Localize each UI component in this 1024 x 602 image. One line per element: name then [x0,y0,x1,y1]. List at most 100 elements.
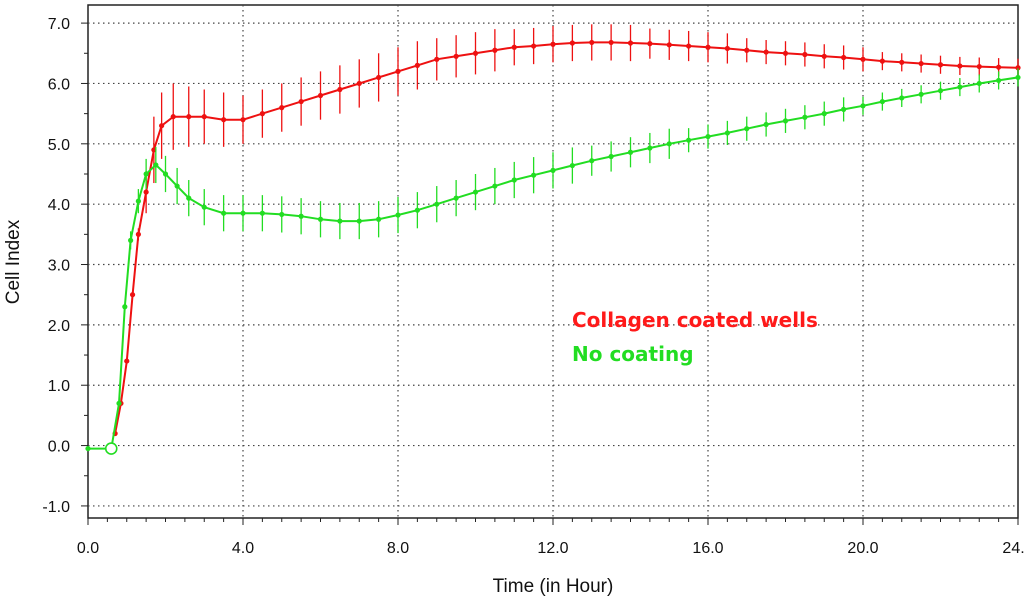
data-point [135,231,141,237]
data-point [159,123,165,129]
x-tick-label: 8.0 [387,540,409,557]
data-point [1015,65,1021,71]
data-point [569,40,575,46]
data-point [317,216,324,222]
data-point [85,445,91,452]
x-tick-label: 24.0 [1002,540,1024,557]
data-point [174,183,180,189]
data-point [453,53,459,59]
x-tick-label: 0.0 [77,540,99,557]
series-layer [85,24,1021,455]
data-point [879,98,885,105]
data-point [395,212,401,218]
data-point [802,51,808,58]
data-point [937,62,944,68]
start-marker [104,442,118,455]
data-point [899,59,905,65]
data-point [744,47,750,53]
data-point [122,304,128,310]
data-point [744,126,750,132]
data-point [356,80,362,87]
data-point [996,64,1002,70]
series-collagen-coated [112,24,1021,437]
legend-label-no-coating: No coating [572,342,694,366]
data-point [957,84,963,90]
data-point [879,58,885,64]
data-point [550,167,556,173]
data-point [453,195,459,201]
data-point [550,41,556,47]
data-point [221,117,227,123]
axis-ticks: 0.0 4.0 8.0 12.0 16.0 20.0 24.0 7.0 6.0 5.0 4.0 3.0… [42,16,1024,557]
y-tick-label: 1.0 [48,378,70,395]
data-point [627,40,634,46]
data-point [627,149,634,155]
data-point [434,201,440,207]
data-point [976,63,982,70]
x-tick-label: 20.0 [847,540,878,557]
data-point [186,114,192,120]
x-tick-label: 16.0 [692,540,723,557]
data-point [317,92,324,99]
data-point [608,153,614,160]
data-point [1015,74,1021,81]
data-point [996,77,1002,84]
data-point [918,60,924,67]
data-point [356,218,362,224]
data-point [337,218,343,224]
data-point [376,74,382,81]
y-axis-title: Cell Index [3,219,24,304]
data-point [472,50,479,56]
data-point [666,42,672,48]
data-point [492,47,498,53]
data-point [918,91,924,97]
data-point [976,80,982,87]
data-point [472,189,479,195]
data-point [201,204,207,210]
y-tick-label: 6.0 [48,76,70,93]
data-point [531,172,537,178]
data-point [782,50,789,56]
data-point [589,39,595,46]
data-point [821,111,827,117]
data-point [511,44,517,50]
data-point [414,207,420,213]
data-point [802,114,808,120]
data-point [821,53,827,59]
data-point [666,141,672,147]
data-point [782,118,789,124]
data-point [511,177,517,183]
data-point [240,210,246,216]
data-point [608,39,614,46]
data-point [647,41,653,47]
data-point [414,62,420,68]
data-point [686,137,692,143]
y-tick-label: 3.0 [48,258,70,275]
data-point [705,44,711,50]
data-point [686,43,692,49]
y-tick-label: 2.0 [48,318,70,335]
x-axis-title: Time (in Hour) [493,576,614,597]
data-point [259,111,265,117]
y-tick-label: 5.0 [48,137,70,154]
data-point [860,103,866,109]
y-tick-label: 4.0 [48,197,70,214]
data-point [860,56,866,62]
series-no-coating [85,68,1021,452]
data-point [143,189,149,195]
data-point [153,162,159,168]
data-point [589,158,595,164]
data-point [129,292,136,298]
data-point [221,210,227,216]
data-point [957,63,963,69]
data-point [395,68,401,74]
data-point [240,117,246,123]
data-point [569,162,575,169]
data-point [434,56,440,62]
data-point [116,400,122,406]
x-tick-label: 4.0 [232,540,254,557]
y-tick-label: 0.0 [48,439,70,456]
data-point [259,210,265,216]
data-point [492,183,498,189]
